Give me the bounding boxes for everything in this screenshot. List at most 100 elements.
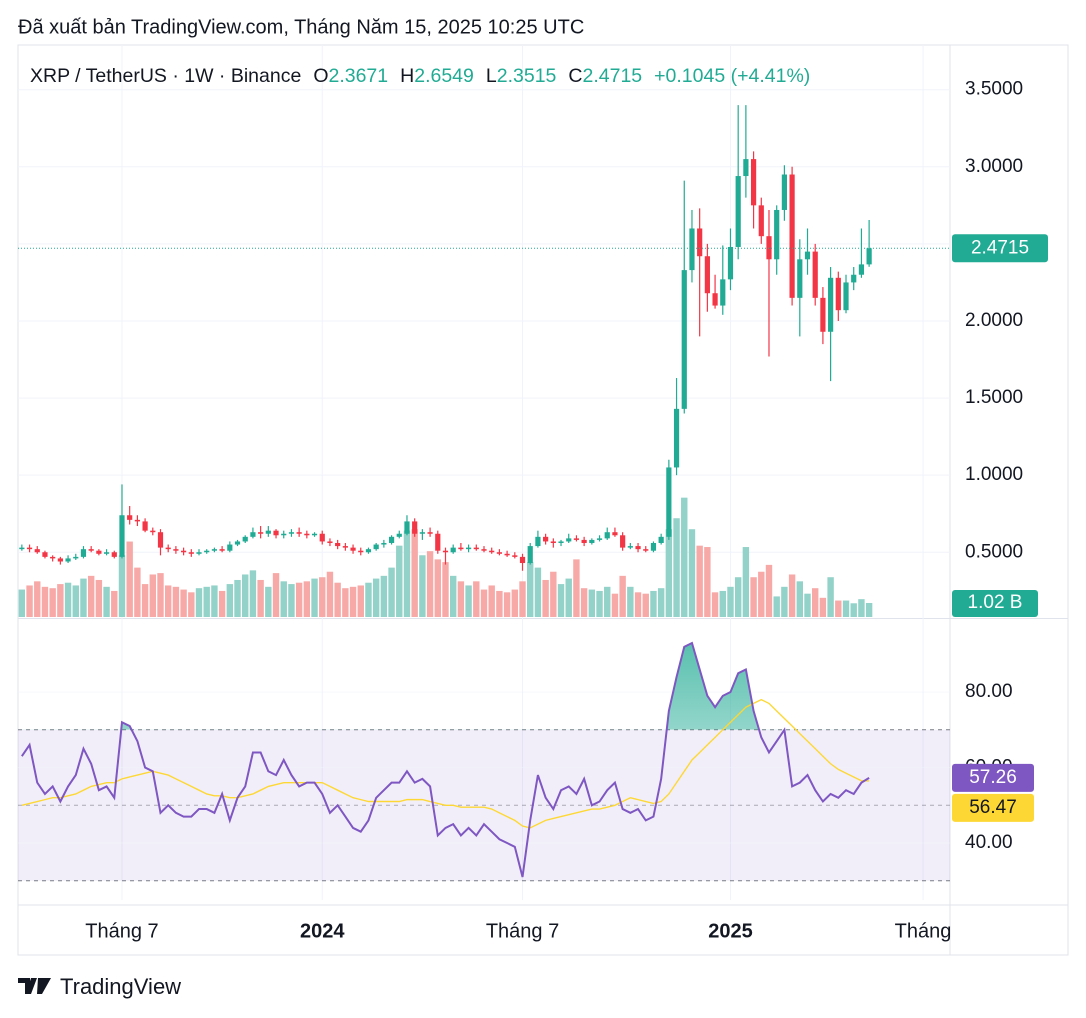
volume-bar xyxy=(788,574,796,617)
candle-body xyxy=(627,546,633,548)
volume-bar xyxy=(218,590,226,617)
candle-body xyxy=(288,532,295,534)
volume-bar xyxy=(557,584,565,617)
candle-body xyxy=(727,246,734,280)
rsi-line xyxy=(21,641,870,878)
volume-bar xyxy=(334,582,341,617)
candle-body xyxy=(73,556,79,559)
candle-body xyxy=(96,550,102,554)
candle-body xyxy=(342,546,348,548)
volume-bar xyxy=(419,555,426,617)
volume-bar xyxy=(804,593,811,617)
volume-bar xyxy=(565,578,572,617)
volume-bar xyxy=(550,571,557,617)
candle-body xyxy=(57,558,63,562)
volume-bar xyxy=(18,589,26,617)
candle-body xyxy=(157,532,164,548)
grid xyxy=(18,45,950,900)
volume-bar xyxy=(26,585,33,617)
candle-body xyxy=(504,553,510,556)
candle-body xyxy=(828,277,834,332)
rsi-badge-label: 57.26 xyxy=(969,767,1017,788)
x-tick-label: 2025 xyxy=(708,920,753,942)
volume-bar xyxy=(442,562,449,617)
candle-body xyxy=(835,277,841,311)
ohlc-value: 2.3671 xyxy=(328,65,388,87)
volume-bar xyxy=(49,588,56,617)
volume-bar xyxy=(627,586,634,617)
candle-body xyxy=(789,174,795,298)
volume-bar xyxy=(311,578,318,617)
candle-body xyxy=(689,228,695,271)
candle-body xyxy=(388,536,395,543)
volume-bar xyxy=(388,567,395,617)
volume-bar xyxy=(827,577,834,617)
candle-body xyxy=(327,541,333,543)
ohlc-value: 2.6549 xyxy=(414,65,474,87)
volume-bar xyxy=(380,575,388,617)
volume-bar xyxy=(141,584,149,617)
ohlc-letter: C xyxy=(568,65,582,87)
volume-bar xyxy=(103,586,110,617)
volume-bar xyxy=(326,571,334,617)
candle-body xyxy=(458,547,464,550)
volume-bar xyxy=(781,586,788,617)
volume-bar xyxy=(365,582,372,617)
candle-body xyxy=(558,541,564,543)
y-tick-label: 1.0000 xyxy=(965,464,1023,485)
candle-body xyxy=(381,542,387,545)
volume-bar xyxy=(542,579,549,617)
candle-body xyxy=(774,209,780,260)
volume-bar xyxy=(172,586,180,617)
candle-body xyxy=(34,549,40,553)
candle-body xyxy=(19,547,25,550)
candle-body xyxy=(150,530,156,533)
volume-bar xyxy=(203,586,210,617)
volume-bar xyxy=(503,592,511,617)
price-badge-label: 2.4715 xyxy=(971,237,1029,258)
volume-bar xyxy=(57,584,64,617)
volume-bar xyxy=(226,584,234,617)
candle-body xyxy=(188,552,194,554)
volume-bar xyxy=(765,564,773,617)
candle-body xyxy=(566,538,572,542)
volume-bar xyxy=(750,577,757,617)
candle-body xyxy=(658,536,664,543)
candle-body xyxy=(165,547,171,550)
candle-body xyxy=(750,159,757,206)
volume-bar xyxy=(349,586,357,617)
volume-bar xyxy=(72,585,79,617)
volume-bar xyxy=(719,590,726,617)
candle-body xyxy=(196,552,202,554)
candle-body xyxy=(527,546,533,564)
volume-bar xyxy=(573,559,580,617)
logo: TradingView xyxy=(18,974,181,999)
volume-bar xyxy=(488,585,495,617)
volume-bar xyxy=(835,600,842,617)
candle-body xyxy=(250,532,256,537)
candle-body xyxy=(535,536,541,547)
candle-body xyxy=(350,547,356,551)
volume-bar xyxy=(588,589,596,617)
volume-bar xyxy=(188,592,195,617)
candle-body xyxy=(142,521,148,531)
candle-body xyxy=(735,176,741,247)
volume-bar xyxy=(319,577,326,617)
candle-body xyxy=(812,251,818,298)
volume-bar xyxy=(64,582,72,617)
volume-bar xyxy=(134,567,141,617)
volume-bar xyxy=(242,574,249,617)
volume-bar xyxy=(681,497,688,617)
overbought-fill xyxy=(121,643,760,730)
candle-body xyxy=(219,549,225,551)
candle-body xyxy=(273,530,279,536)
volume-bar xyxy=(580,588,588,617)
candle-body xyxy=(489,550,495,553)
volume-bar xyxy=(711,592,719,617)
volume xyxy=(18,497,873,617)
volume-bar xyxy=(496,590,503,617)
candle-body xyxy=(643,549,649,551)
candle-body xyxy=(712,293,718,306)
brand: TradingView xyxy=(60,974,181,999)
